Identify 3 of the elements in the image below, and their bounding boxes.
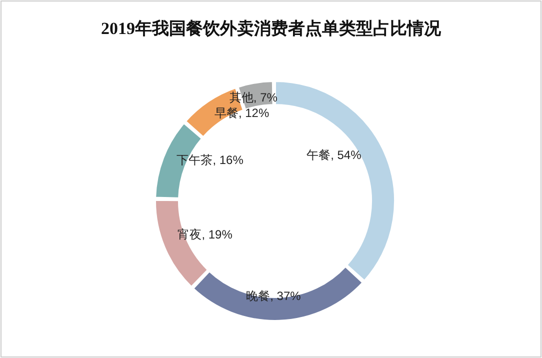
slice-label: 午餐, 54% xyxy=(306,148,362,162)
slice-label: 宵夜, 19% xyxy=(178,227,233,242)
chart-title: 2019年我国餐饮外卖消费者点单类型占比情况 xyxy=(101,19,442,38)
